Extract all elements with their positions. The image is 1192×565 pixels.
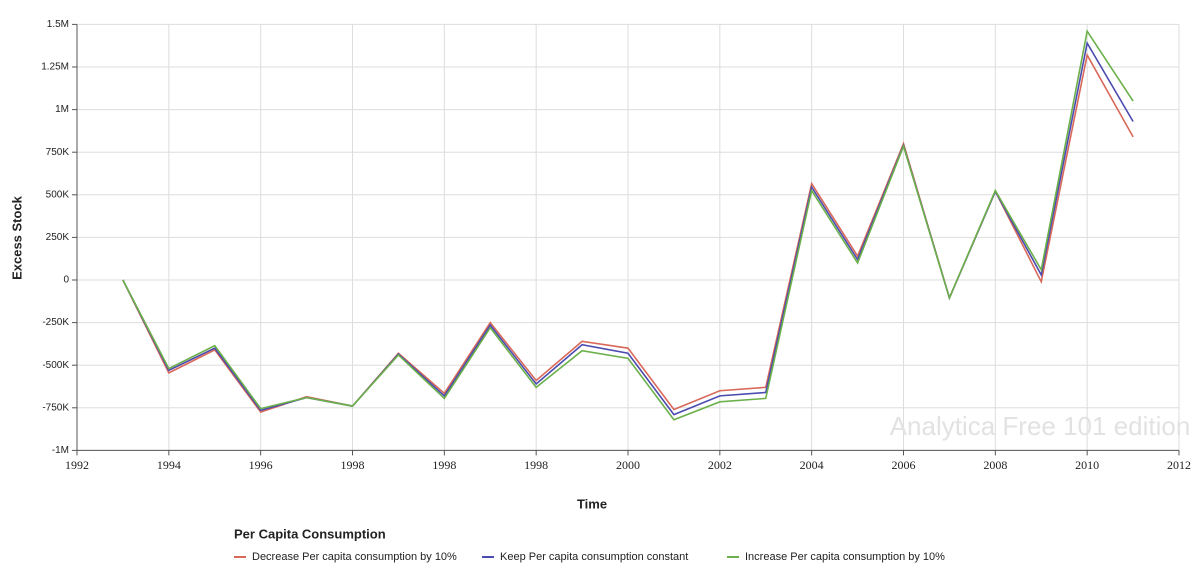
x-tick-label: 2010 bbox=[1075, 458, 1099, 472]
legend-label: Keep Per capita consumption constant bbox=[500, 551, 688, 563]
y-tick-label: 0 bbox=[63, 275, 69, 286]
x-tick-label: 2012 bbox=[1167, 458, 1191, 472]
y-tick-label: 1.5M bbox=[47, 19, 69, 30]
y-tick-label: -750K bbox=[42, 402, 69, 413]
x-tick-label: 1996 bbox=[249, 458, 273, 472]
y-tick-label: 750K bbox=[46, 147, 70, 158]
y-tick-label: -250K bbox=[42, 317, 69, 328]
x-tick-label: 2000 bbox=[616, 458, 640, 472]
x-axis-label: Time bbox=[577, 496, 607, 511]
y-tick-label: 1M bbox=[55, 104, 69, 115]
x-tick-label: 2004 bbox=[800, 458, 824, 472]
y-tick-label: -500K bbox=[42, 360, 69, 371]
legend-label: Decrease Per capita consumption by 10% bbox=[252, 551, 457, 563]
legend-title: Per Capita Consumption bbox=[234, 526, 386, 541]
watermark: Analytica Free 101 edition bbox=[890, 411, 1191, 441]
x-tick-label: 2008 bbox=[983, 458, 1007, 472]
y-tick-label: 1.25M bbox=[41, 62, 69, 73]
x-tick-label: 1992 bbox=[65, 458, 89, 472]
x-tick-label: 1998 bbox=[432, 458, 456, 472]
y-axis-label: Excess Stock bbox=[9, 195, 24, 280]
x-tick-label: 1994 bbox=[157, 458, 181, 472]
x-tick-label: 2006 bbox=[892, 458, 916, 472]
plot: 1.5M 1.25M 1M 750K 500K 250K 0 -250K -500K -750K -… bbox=[41, 19, 1191, 563]
y-tick-label: 500K bbox=[46, 189, 70, 200]
x-tick-label: 2002 bbox=[708, 458, 732, 472]
x-tick-label: 1998 bbox=[341, 458, 365, 472]
series-line bbox=[122, 29, 1134, 421]
y-tick-label: 250K bbox=[46, 232, 70, 243]
x-tick-label: 1998 bbox=[524, 458, 548, 472]
y-tick-label: -1M bbox=[52, 445, 69, 456]
legend-label: Increase Per capita consumption by 10% bbox=[745, 551, 945, 563]
